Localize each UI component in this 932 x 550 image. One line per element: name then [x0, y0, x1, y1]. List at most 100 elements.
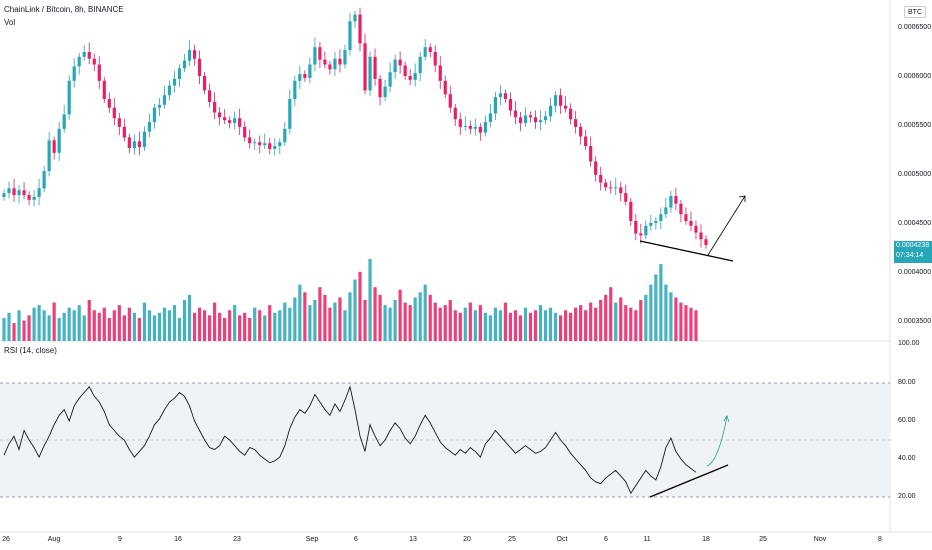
volume-bar: [533, 310, 538, 341]
volume-bar: [147, 310, 152, 341]
volume-bar: [72, 310, 76, 341]
candle-body: [283, 128, 287, 143]
volume-bar: [383, 305, 387, 341]
candle-body: [303, 74, 307, 78]
candle-body: [569, 108, 573, 120]
candle-body: [238, 118, 242, 127]
candle-body: [523, 115, 528, 124]
candle-body: [699, 232, 703, 240]
time-tick-label: 26: [2, 536, 10, 543]
candle-body: [288, 99, 292, 129]
volume-bar: [423, 284, 427, 341]
volume-bar: [523, 307, 528, 341]
time-tick-label: Sep: [305, 536, 319, 543]
candle-body: [207, 90, 212, 102]
candle-body: [398, 59, 402, 66]
candle-body: [508, 99, 513, 111]
candle-body: [584, 136, 588, 147]
candle-body: [468, 125, 472, 129]
volume-bar: [398, 289, 402, 341]
candle-body: [664, 207, 668, 215]
volume-bar: [62, 312, 66, 341]
volume-bar: [268, 305, 272, 341]
volume-bar: [152, 315, 157, 341]
candle-body: [218, 112, 222, 118]
candle-body: [553, 95, 558, 106]
time-tick-label: 23: [233, 536, 241, 543]
price-support-trendline[interactable]: [639, 240, 734, 262]
volume-bar: [624, 305, 628, 341]
candle-body: [313, 47, 317, 65]
rsi-line: [3, 385, 697, 495]
price-tick-label: 0.0004500: [898, 220, 932, 227]
volume-bar: [67, 307, 71, 341]
candle-body: [453, 107, 457, 120]
volume-label: Vol: [4, 18, 16, 27]
candle-body: [403, 65, 407, 76]
candle-body: [478, 126, 482, 133]
volume-bar: [47, 315, 51, 341]
volume-bar: [57, 317, 61, 341]
candle-body: [513, 110, 518, 118]
rsi-tick-label: 80.00: [898, 379, 916, 386]
candle-body: [77, 56, 81, 67]
volume-bar: [478, 305, 482, 341]
rsi-label: RSI (14, close): [4, 346, 57, 355]
candle-body: [533, 117, 538, 123]
time-tick-label: Oct: [556, 536, 568, 543]
volume-bar: [22, 320, 26, 341]
candle-body: [659, 214, 663, 221]
volume-bar: [127, 307, 131, 341]
candle-body: [67, 80, 71, 115]
volume-bar: [122, 315, 126, 341]
candle-body: [654, 220, 658, 223]
price-projection-arrow[interactable]: [707, 195, 746, 256]
candle-body: [82, 52, 86, 57]
volume-bar: [674, 297, 678, 341]
volume-bar: [403, 302, 407, 341]
candle-body: [689, 220, 693, 226]
volume-bar: [87, 300, 91, 341]
candle-body: [548, 105, 553, 117]
candle-body: [408, 76, 412, 80]
candle-body: [318, 47, 322, 60]
candle-body: [32, 196, 36, 200]
candle-body: [57, 128, 61, 153]
candle-body: [308, 64, 312, 78]
volume-bar: [373, 287, 377, 341]
current-price-label: 0.0004238 07:34:14: [894, 241, 932, 263]
volume-bar: [298, 284, 302, 341]
volume-bar: [433, 302, 437, 341]
candle-body: [639, 233, 643, 236]
symbol-title: ChainLink / Bitcoin, 8h, BINANCE: [4, 5, 124, 14]
volume-bar: [7, 312, 11, 341]
candle-body: [624, 193, 628, 202]
rsi-projection-arrow[interactable]: [706, 416, 728, 467]
candle-body: [258, 142, 262, 146]
volume-bar: [543, 310, 548, 341]
candle-body: [343, 50, 347, 65]
currency-badge[interactable]: BTC: [904, 6, 926, 18]
rsi-support-trendline[interactable]: [649, 464, 729, 498]
volume-bar: [112, 310, 116, 341]
candle-body: [594, 161, 598, 175]
volume-bar: [273, 312, 277, 341]
volume-bar: [408, 305, 412, 341]
volume-bars: [2, 259, 698, 341]
candle-body: [373, 56, 377, 79]
volume-bar: [518, 315, 523, 341]
candle-body: [323, 59, 327, 65]
volume-bar: [197, 307, 202, 341]
volume-bar: [218, 312, 222, 341]
volume-bar: [363, 300, 367, 341]
candle-body: [273, 146, 277, 149]
candle-body: [102, 80, 106, 100]
volume-bar: [177, 317, 182, 341]
volume-bar: [167, 310, 172, 341]
price-arrow-head-icon: [738, 195, 746, 202]
candle-body: [589, 146, 593, 162]
volume-bar: [388, 307, 392, 341]
candle-body: [358, 14, 362, 44]
candle-body: [228, 120, 232, 124]
